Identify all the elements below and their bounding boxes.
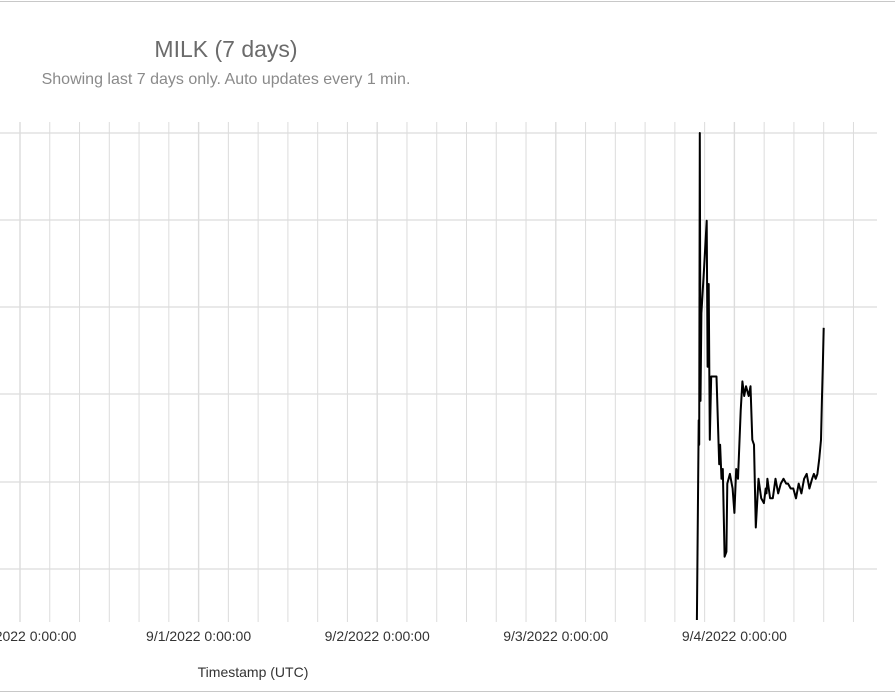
bottom-border (0, 691, 895, 692)
chart-subtitle: Showing last 7 days only. Auto updates e… (41, 71, 411, 88)
x-axis-label: Timestamp (UTC) (197, 664, 309, 680)
vertical-gridlines (19, 122, 854, 622)
series-line (695, 132, 825, 621)
x-axis-tick-labels: 8/31/2022 0:00:00 9/1/2022 0:00:00 9/2/202… (0, 628, 787, 644)
x-tick-label: 9/3/2022 0:00:00 (503, 628, 608, 644)
x-tick-label: 9/1/2022 0:00:00 (146, 628, 251, 644)
x-tick-label: 9/2/2022 0:00:00 (325, 628, 430, 644)
horizontal-gridlines (0, 132, 877, 570)
line-chart: 8/31/2022 0:00:00 9/1/2022 0:00:00 9/2/202… (0, 122, 877, 644)
chart-title: MILK (7 days) (154, 36, 298, 62)
x-tick-label: 8/31/2022 0:00:00 (0, 628, 77, 644)
series-group (695, 132, 825, 621)
x-tick-label: 9/4/2022 0:00:00 (682, 628, 787, 644)
top-border (0, 1, 895, 2)
